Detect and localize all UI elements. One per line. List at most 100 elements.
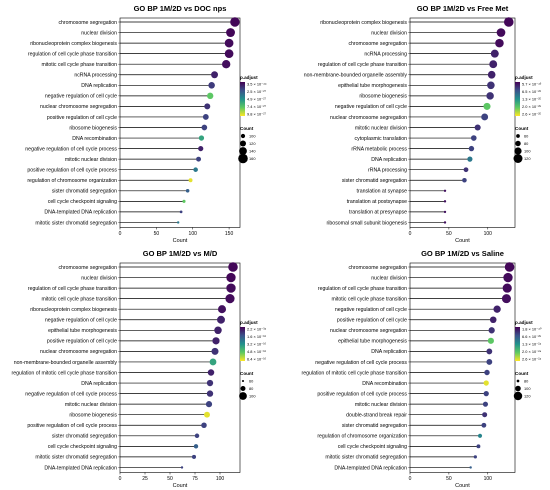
size-legend-dot bbox=[241, 379, 245, 383]
term-label: positive regulation of cell cycle bbox=[47, 339, 117, 345]
data-point bbox=[493, 305, 501, 313]
color-legend-title: p.adjust bbox=[240, 75, 258, 80]
size-legend-label: 100 bbox=[249, 393, 256, 398]
term-label: regulation of chromosome organization bbox=[317, 434, 407, 440]
term-label: ribosome biogenesis bbox=[359, 94, 407, 100]
data-point bbox=[204, 411, 210, 418]
term-label: ribosome biogenesis bbox=[69, 413, 117, 419]
color-bar bbox=[515, 82, 520, 116]
term-label: nuclear chromosome segregation bbox=[40, 349, 117, 355]
term-label: mitotic cell cycle phase transition bbox=[331, 296, 407, 302]
size-legend-dot bbox=[515, 385, 521, 392]
color-legend-label: 4.9 × 10⁻²⁷ bbox=[247, 96, 267, 101]
term-label: mitotic nuclear division bbox=[355, 125, 407, 131]
term-label: chromosome segregation bbox=[58, 265, 117, 271]
size-legend-dot bbox=[240, 133, 246, 139]
data-point bbox=[486, 359, 493, 365]
term-label: regulation of cell cycle phase transitio… bbox=[318, 62, 407, 68]
term-label: mitotic sister chromatid segregation bbox=[35, 455, 117, 461]
data-point bbox=[470, 135, 477, 141]
data-point bbox=[483, 102, 491, 110]
size-legend-dot bbox=[240, 140, 246, 147]
data-point bbox=[502, 283, 512, 293]
color-bar bbox=[515, 327, 520, 361]
data-point bbox=[487, 337, 494, 344]
term-label: DNA recombination bbox=[72, 136, 117, 142]
data-point bbox=[226, 283, 236, 293]
data-point bbox=[207, 369, 215, 376]
size-legend-label: 80 bbox=[524, 141, 529, 146]
color-legend-label: 3.2 × 10⁻¹⁶ bbox=[247, 341, 267, 346]
data-point bbox=[473, 455, 477, 459]
data-point bbox=[176, 221, 180, 224]
term-label: ribosomal small subunit biogenesis bbox=[327, 220, 408, 226]
data-point bbox=[486, 348, 493, 355]
term-label: nuclear division bbox=[81, 30, 117, 36]
color-legend-label: 2.6 × 10⁻²⁵ bbox=[522, 111, 542, 116]
term-label: DNA recombination bbox=[362, 381, 407, 387]
color-legend-title: p.adjust bbox=[515, 320, 533, 325]
term-label: negative regulation of cell cycle bbox=[45, 94, 117, 100]
size-legend-label: 100 bbox=[524, 386, 531, 391]
data-point bbox=[194, 433, 200, 439]
term-label: ncRNA processing bbox=[74, 73, 117, 79]
size-legend-label: 120 bbox=[249, 141, 256, 146]
data-point bbox=[224, 38, 234, 48]
data-point bbox=[214, 326, 222, 335]
term-label: cell cycle checkpoint signaling bbox=[48, 444, 117, 450]
x-tick-label: 50 bbox=[446, 476, 452, 482]
term-label: rRNA processing bbox=[368, 168, 407, 174]
term-label: mitotic nuclear division bbox=[65, 157, 117, 163]
data-point bbox=[474, 124, 481, 131]
data-point bbox=[468, 145, 475, 152]
data-point bbox=[483, 390, 489, 397]
color-legend-label: 3.5 × 10⁻⁴⁴ bbox=[247, 81, 267, 86]
term-label: negative regulation of cell cycle proces… bbox=[25, 391, 117, 397]
term-label: cell cycle checkpoint signaling bbox=[338, 444, 407, 450]
term-label: sister chromatid segregation bbox=[342, 178, 407, 184]
data-point bbox=[188, 178, 193, 183]
plot-frame bbox=[119, 17, 241, 228]
color-legend-label: 9.8 × 10⁻²⁷ bbox=[247, 111, 267, 116]
color-legend-label: 6.6 × 10⁻²⁵ bbox=[522, 334, 542, 339]
data-point bbox=[503, 272, 513, 283]
term-label: nuclear division bbox=[371, 30, 407, 36]
x-tick-label: 100 bbox=[484, 231, 493, 237]
term-label: epithelial tube morphogenesis bbox=[338, 83, 407, 89]
data-point bbox=[191, 454, 197, 459]
term-label: cytoplasmic translation bbox=[355, 136, 408, 142]
x-axis-label: Count bbox=[455, 238, 470, 244]
term-label: mitotic sister chromatid segregation bbox=[325, 455, 407, 461]
data-point bbox=[482, 412, 488, 418]
color-legend-label: 4.8 × 10⁻¹⁶ bbox=[247, 349, 267, 354]
color-legend-label: 5.7 × 10⁻⁴³ bbox=[522, 81, 542, 86]
chart-title: GO BP 1M/2D vs Saline bbox=[421, 249, 504, 258]
term-label: negative regulation of cell cycle bbox=[335, 307, 407, 313]
data-point bbox=[208, 82, 215, 89]
size-legend-label: 80 bbox=[524, 378, 529, 383]
term-label: positive regulation of cell cycle proces… bbox=[27, 423, 117, 429]
term-label: regulation of chromosome organization bbox=[27, 178, 117, 184]
size-legend-dot bbox=[239, 147, 247, 155]
x-tick-label: 0 bbox=[409, 231, 412, 237]
data-point bbox=[206, 379, 214, 387]
x-tick-label: 0 bbox=[119, 476, 122, 482]
x-axis-label: Count bbox=[173, 483, 188, 489]
data-point bbox=[179, 210, 183, 214]
data-point bbox=[481, 113, 489, 121]
data-point bbox=[201, 422, 207, 429]
data-point bbox=[463, 167, 469, 173]
data-point bbox=[222, 60, 231, 69]
term-label: sister chromatid segregation bbox=[342, 423, 407, 429]
x-tick-label: 75 bbox=[192, 476, 198, 482]
term-label: chromosome segregation bbox=[348, 41, 407, 47]
color-legend-label: 2.0 × 10⁻²⁴ bbox=[522, 349, 542, 354]
data-point bbox=[206, 390, 214, 397]
data-point bbox=[225, 294, 235, 304]
term-label: nuclear chromosome segregation bbox=[330, 115, 407, 121]
chart-panel-2: GO BP 1M/2D vs Free Met 0 50 100 Count ribonu… bbox=[304, 4, 542, 244]
data-point bbox=[486, 92, 494, 100]
size-legend-title: Count bbox=[515, 371, 529, 376]
color-bar bbox=[240, 327, 245, 361]
